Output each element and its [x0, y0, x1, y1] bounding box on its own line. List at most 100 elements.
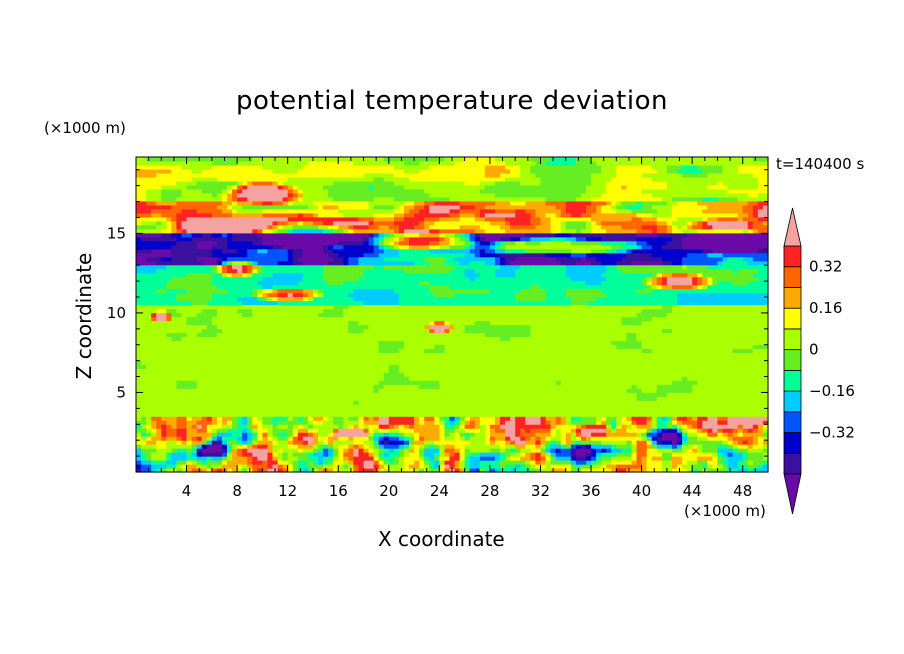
field-cell — [388, 368, 395, 373]
field-cell — [560, 432, 567, 437]
field-cell — [414, 424, 420, 429]
field-cell — [398, 464, 405, 469]
field-cell — [272, 320, 279, 326]
field-cell — [560, 316, 567, 322]
field-cell — [676, 372, 683, 377]
field-cell — [606, 400, 612, 405]
field-cell — [136, 456, 142, 461]
field-cell — [262, 364, 269, 369]
field-cell — [757, 444, 764, 449]
field-cell — [641, 408, 648, 413]
field-cell — [560, 380, 567, 385]
field-cell — [545, 332, 552, 338]
field-cell — [297, 316, 304, 322]
field-cell — [323, 388, 329, 393]
field-cell — [732, 468, 739, 473]
field-cell — [398, 340, 405, 346]
field-cell — [292, 344, 299, 349]
field-cell — [393, 412, 400, 417]
field-cell — [697, 448, 703, 453]
field-cell — [601, 332, 607, 338]
field-cell — [211, 388, 218, 393]
field-cell — [606, 356, 612, 361]
field-cell — [424, 368, 430, 373]
field-cell — [636, 332, 643, 338]
field-cell — [570, 364, 577, 369]
field-cell — [206, 384, 213, 389]
field-cell — [368, 456, 375, 461]
field-cell — [388, 424, 395, 429]
field-cell — [555, 400, 562, 405]
field-cell — [368, 348, 375, 353]
field-cell — [611, 448, 617, 453]
field-cell — [232, 428, 238, 433]
field-cell — [641, 404, 648, 409]
field-cell — [752, 332, 759, 338]
field-cell — [737, 396, 744, 401]
field-cell — [312, 400, 319, 405]
field-cell — [656, 404, 663, 409]
field-cell — [752, 324, 759, 330]
field-cell — [398, 356, 405, 361]
field-cell — [206, 340, 213, 346]
field-cell — [692, 336, 698, 342]
field-cell — [575, 344, 582, 349]
field-cell — [616, 360, 622, 365]
field-cell — [434, 448, 440, 453]
field-cell — [580, 456, 587, 461]
field-cell — [136, 384, 142, 389]
field-cell — [560, 464, 567, 469]
field-cell — [494, 364, 501, 369]
field-cell — [616, 448, 622, 453]
field-cell — [378, 464, 385, 469]
field-cell — [651, 384, 658, 389]
field-cell — [449, 380, 456, 385]
field-cell — [479, 460, 486, 465]
field-cell — [333, 456, 339, 461]
field-cell — [489, 380, 496, 385]
field-cell — [388, 404, 395, 409]
field-cell — [545, 344, 552, 349]
field-cell — [712, 392, 719, 397]
field-cell — [651, 428, 658, 433]
field-cell — [631, 412, 638, 417]
field-cell — [307, 440, 314, 445]
field-cell — [429, 376, 435, 381]
field-cell — [464, 388, 471, 393]
field-cell — [661, 332, 668, 338]
field-cell — [525, 356, 531, 361]
field-cell — [393, 456, 400, 461]
field-cell — [510, 404, 516, 409]
field-cell — [656, 340, 663, 346]
field-cell — [656, 368, 663, 373]
field-cell — [323, 312, 329, 318]
field-cell — [257, 452, 263, 457]
field-cell — [732, 360, 739, 365]
field-cell — [742, 444, 749, 449]
field-cell — [697, 424, 703, 429]
field-cell — [555, 372, 562, 377]
field-cell — [191, 372, 198, 377]
field-cell — [393, 340, 400, 346]
field-cell — [505, 468, 511, 473]
field-cell — [692, 356, 698, 361]
field-cell — [201, 408, 208, 413]
field-cell — [191, 324, 198, 330]
field-cell — [252, 328, 258, 334]
field-cell — [201, 384, 208, 389]
field-cell — [606, 332, 612, 338]
field-cell — [540, 360, 547, 365]
field-cell — [287, 392, 294, 397]
field-cell — [388, 340, 395, 346]
field-cell — [545, 352, 552, 357]
field-cell — [601, 316, 607, 322]
field-cell — [697, 316, 703, 322]
field-cell — [676, 424, 683, 429]
field-cell — [510, 412, 516, 417]
field-cell — [757, 400, 764, 405]
field-cell — [722, 344, 729, 349]
field-cell — [257, 400, 263, 405]
field-cell — [596, 444, 602, 449]
field-cell — [282, 408, 289, 413]
field-cell — [500, 412, 506, 417]
